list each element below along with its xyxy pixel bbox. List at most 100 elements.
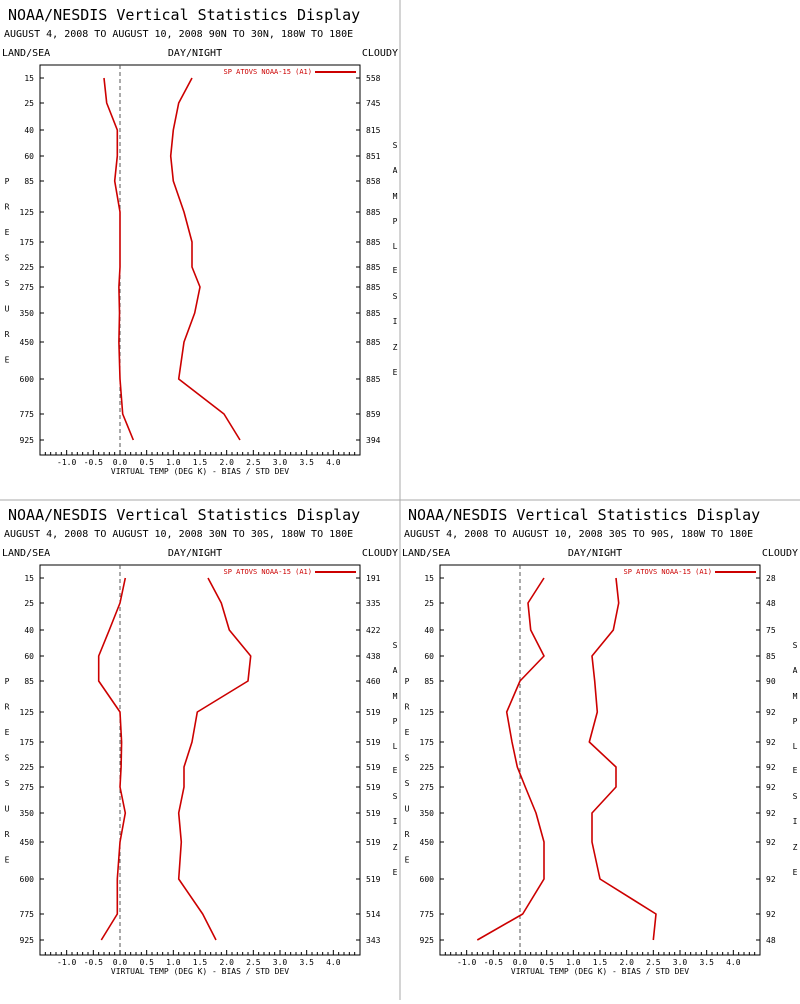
x-tick-label: 1.5 bbox=[193, 458, 208, 467]
x-tick-label: 2.5 bbox=[646, 958, 661, 967]
pressure-axis-letter: E bbox=[405, 728, 410, 737]
x-axis-label: VIRTUAL TEMP (DEG K) - BIAS / STD DEV bbox=[111, 467, 289, 476]
pressure-level-label: 450 bbox=[20, 338, 35, 347]
x-tick-label: 3.5 bbox=[299, 958, 314, 967]
sample-size-axis-letter: S bbox=[793, 641, 798, 650]
sample-size-label: 885 bbox=[366, 338, 381, 347]
pressure-axis-letter: S bbox=[405, 754, 410, 763]
x-tick-label: -1.0 bbox=[457, 958, 476, 967]
pressure-axis-letter: U bbox=[405, 805, 410, 814]
x-tick-label: 2.0 bbox=[219, 958, 234, 967]
x-tick-label: 3.5 bbox=[699, 958, 714, 967]
pressure-axis-letter: R bbox=[405, 830, 410, 839]
x-tick-label: 2.5 bbox=[246, 958, 261, 967]
pressure-level-label: 60 bbox=[424, 652, 434, 661]
sample-size-label: 885 bbox=[366, 208, 381, 217]
panel-subtitle: AUGUST 4, 2008 TO AUGUST 10, 2008 30S TO… bbox=[404, 529, 753, 540]
pressure-level-label: 125 bbox=[420, 708, 435, 717]
sample-size-axis-letter: S bbox=[793, 792, 798, 801]
pressure-level-label: 125 bbox=[20, 208, 35, 217]
pressure-axis-letter: E bbox=[405, 856, 410, 865]
pressure-axis-letter: R bbox=[5, 703, 10, 712]
pressure-axis-letter: S bbox=[5, 279, 10, 288]
x-tick-label: 3.0 bbox=[673, 958, 688, 967]
sample-size-label: 519 bbox=[366, 875, 381, 884]
x-tick-label: 4.0 bbox=[326, 458, 341, 467]
sample-size-label: 75 bbox=[766, 626, 776, 635]
pressure-level-label: 40 bbox=[24, 626, 34, 635]
legend-label: SP ATOVS NOAA-15 (A1) bbox=[223, 568, 312, 576]
pressure-level-label: 225 bbox=[420, 763, 435, 772]
pressure-level-label: 60 bbox=[24, 152, 34, 161]
sample-size-label: 335 bbox=[366, 599, 381, 608]
pressure-level-label: 15 bbox=[424, 574, 434, 583]
cloudy-label: CLOUDY bbox=[362, 548, 398, 559]
sample-size-axis-letter: P bbox=[793, 717, 798, 726]
sample-size-label: 885 bbox=[366, 309, 381, 318]
sample-size-label: 48 bbox=[766, 936, 776, 945]
sample-size-axis-letter: Z bbox=[793, 843, 798, 852]
sample-size-axis-letter: A bbox=[393, 666, 398, 675]
pressure-level-label: 175 bbox=[20, 238, 35, 247]
x-tick-label: 0.5 bbox=[139, 958, 154, 967]
pressure-level-label: 775 bbox=[20, 410, 35, 419]
pressure-level-label: 85 bbox=[24, 177, 34, 186]
sample-size-label: 519 bbox=[366, 838, 381, 847]
pressure-level-label: 15 bbox=[24, 574, 34, 583]
sample-size-label: 92 bbox=[766, 738, 776, 747]
sample-size-axis-letter: L bbox=[393, 742, 398, 751]
pressure-level-label: 925 bbox=[20, 436, 35, 445]
sample-size-label: 851 bbox=[366, 152, 381, 161]
pressure-axis-letter: S bbox=[5, 779, 10, 788]
x-tick-label: -1.0 bbox=[57, 958, 76, 967]
sample-size-axis-letter: S bbox=[393, 141, 398, 150]
x-tick-label: 4.0 bbox=[726, 958, 741, 967]
pressure-axis-letter: U bbox=[5, 305, 10, 314]
sample-size-label: 92 bbox=[766, 763, 776, 772]
pressure-level-label: 175 bbox=[20, 738, 35, 747]
x-axis-label: VIRTUAL TEMP (DEG K) - BIAS / STD DEV bbox=[511, 967, 689, 976]
legend-label: SP ATOVS NOAA-15 (A1) bbox=[223, 68, 312, 76]
sample-size-label: 519 bbox=[366, 809, 381, 818]
pressure-level-label: 275 bbox=[20, 783, 35, 792]
x-tick-label: 4.0 bbox=[326, 958, 341, 967]
land-sea-label: LAND/SEA bbox=[2, 548, 50, 559]
pressure-axis-letter: P bbox=[5, 177, 10, 186]
sample-size-axis-letter: E bbox=[393, 266, 398, 275]
sample-size-axis-letter: M bbox=[393, 192, 398, 201]
legend-label: SP ATOVS NOAA-15 (A1) bbox=[623, 568, 712, 576]
pressure-level-label: 40 bbox=[24, 126, 34, 135]
plot-frame bbox=[39, 64, 361, 456]
sample-size-axis-letter: A bbox=[393, 166, 398, 175]
sample-size-label: 885 bbox=[366, 375, 381, 384]
sample-size-label: 519 bbox=[366, 783, 381, 792]
pressure-axis-letter: E bbox=[5, 356, 10, 365]
x-tick-label: 1.5 bbox=[193, 958, 208, 967]
pressure-level-label: 225 bbox=[20, 763, 35, 772]
sample-size-label: 394 bbox=[366, 436, 381, 445]
pressure-axis-letter: P bbox=[405, 677, 410, 686]
pressure-axis-letter: E bbox=[5, 728, 10, 737]
sample-size-axis-letter: P bbox=[393, 717, 398, 726]
sample-size-label: 519 bbox=[366, 738, 381, 747]
x-tick-label: 2.0 bbox=[219, 458, 234, 467]
pressure-level-label: 275 bbox=[420, 783, 435, 792]
sample-size-axis-letter: S bbox=[393, 641, 398, 650]
pressure-axis-letter: R bbox=[405, 703, 410, 712]
pressure-level-label: 125 bbox=[20, 708, 35, 717]
sample-size-label: 438 bbox=[366, 652, 381, 661]
sample-size-axis-letter: S bbox=[393, 792, 398, 801]
pressure-level-label: 450 bbox=[20, 838, 35, 847]
sample-size-axis-letter: I bbox=[393, 817, 398, 826]
std-dev-series-line bbox=[177, 577, 252, 941]
pressure-level-label: 85 bbox=[24, 677, 34, 686]
x-tick-label: 1.0 bbox=[566, 958, 581, 967]
cloudy-label: CLOUDY bbox=[762, 548, 798, 559]
sample-size-label: 519 bbox=[366, 763, 381, 772]
std-dev-series-line bbox=[588, 577, 657, 941]
x-tick-label: 3.0 bbox=[273, 458, 288, 467]
pressure-axis-letter: S bbox=[405, 779, 410, 788]
chart-panel: NOAA/NESDIS Vertical Statistics Display A… bbox=[2, 6, 398, 476]
pressure-axis-letter: S bbox=[5, 754, 10, 763]
